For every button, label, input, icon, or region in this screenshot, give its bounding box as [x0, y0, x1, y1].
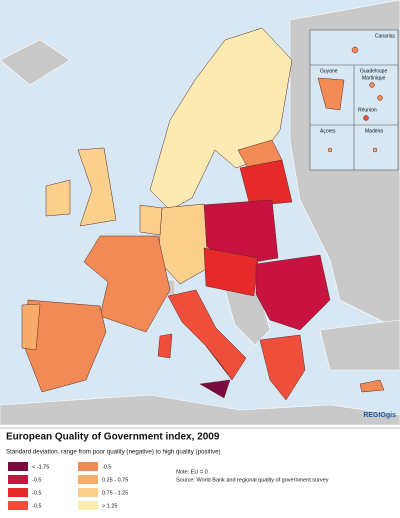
legend-swatch — [8, 475, 28, 484]
note: Note: EU = 0 — [176, 469, 208, 475]
inset-reunion-shape — [363, 115, 369, 121]
insets: Canarias Guyane Guadeloupe Martinique Ré… — [309, 29, 399, 171]
region-italy — [167, 289, 247, 381]
legend-swatch — [8, 488, 28, 497]
inset-label: Madeira — [365, 128, 383, 134]
region-cyprus — [359, 379, 385, 393]
land-iceland — [0, 39, 71, 86]
legend-swatch — [8, 501, 28, 510]
legend-label: > 1.25 — [102, 503, 117, 509]
legend-swatch — [78, 462, 98, 471]
region-ireland — [45, 179, 71, 217]
inset-martinique-shape — [377, 95, 383, 101]
region-sardinia — [157, 333, 173, 359]
inset-label: Réunion — [358, 107, 377, 113]
legend-swatch — [78, 501, 98, 510]
land-turkey — [319, 319, 400, 371]
inset-acores-shape — [327, 147, 333, 153]
logo: REGIOgis — [363, 412, 396, 419]
region-uk — [77, 147, 117, 227]
inset-label: Martinique — [362, 75, 386, 81]
legend-label: -0.5 — [32, 490, 41, 496]
region-south-italy — [205, 345, 233, 381]
legend-label: -0.5 — [32, 503, 41, 509]
inset-label: Canarias — [375, 33, 396, 39]
legend-swatch — [8, 462, 28, 471]
inset-madeira-shape — [372, 147, 378, 153]
region-nordic — [149, 27, 293, 211]
source: Source: World Bank and regional quality … — [176, 477, 329, 483]
legend-swatch — [78, 488, 98, 497]
caption-panel — [0, 425, 400, 518]
subtitle: Standard deviation, range from poor qual… — [6, 449, 221, 456]
region-romania-bulgaria — [255, 254, 331, 331]
title: European Quality of Government index, 20… — [6, 432, 220, 443]
region-baltics — [239, 159, 293, 207]
region-benelux — [139, 204, 163, 236]
inset-guadeloupe-shape — [369, 82, 375, 88]
legend-swatch — [78, 475, 98, 484]
region-sicily — [199, 379, 231, 399]
inset-label: Açores — [320, 128, 336, 134]
legend: < -1.75 -0.5 -0.5 -0.5 -0.5 0.25 - 0.75 0.75 -… — [8, 462, 128, 510]
inset-canarias-shape — [351, 46, 359, 54]
legend-label: -0.5 — [32, 477, 41, 483]
region-central — [203, 247, 259, 297]
legend-label: 0.25 - 0.75 — [102, 477, 128, 483]
inset-guyane-shape — [317, 77, 345, 111]
legend-label: -0.5 — [102, 464, 111, 470]
legend-label: < -1.75 — [32, 464, 49, 470]
region-france — [83, 235, 171, 333]
legend-label: 0.75 - 1.25 — [102, 490, 128, 496]
inset-label: Guyane — [320, 68, 338, 74]
region-portugal — [21, 303, 41, 351]
region-greece — [259, 334, 306, 401]
inset-label: Guadeloupe — [360, 68, 387, 74]
